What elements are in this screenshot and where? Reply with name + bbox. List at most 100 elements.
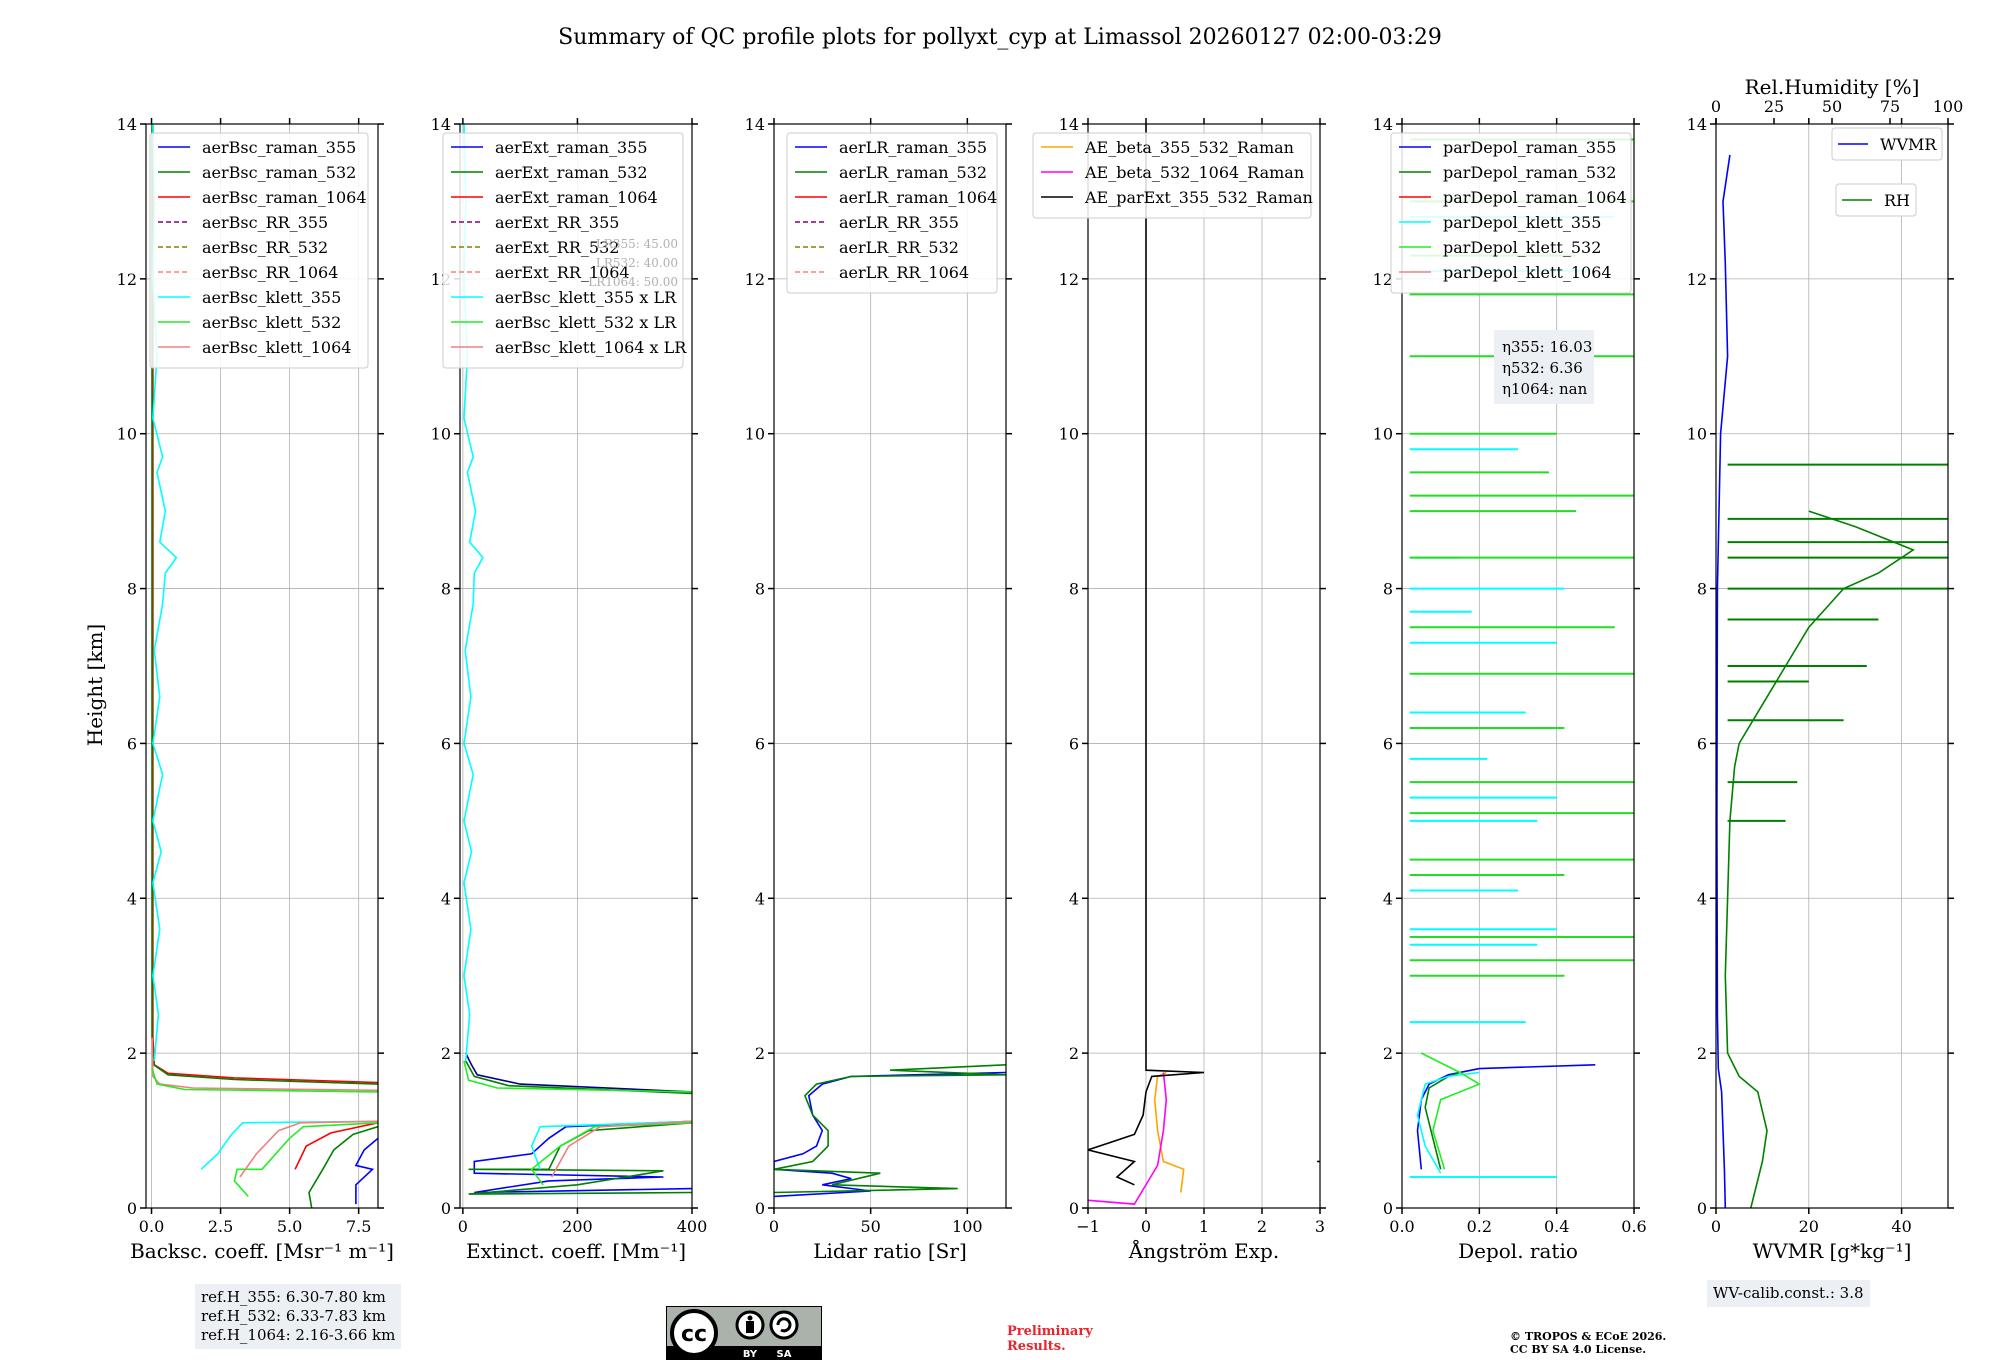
x-tick-label: 100 <box>952 1217 983 1236</box>
eta-label: η355: 16.03 <box>1502 338 1592 356</box>
series-aerBsc_klett_355_noise <box>463 124 484 1061</box>
axes-frame <box>1401 123 1635 1209</box>
copyright-line-2: CC BY SA 4.0 License. <box>1510 1343 1647 1356</box>
data-layer <box>463 124 692 1195</box>
wv-calibration-constant: WV-calib.const.: 3.8 <box>1713 1284 1864 1302</box>
y-tick-label: 0 <box>755 1199 765 1218</box>
y-tick-label: 6 <box>127 734 137 753</box>
y-tick-label: 0 <box>1383 1199 1393 1218</box>
x-tick-label: 40 <box>1891 1217 1911 1236</box>
legend-label: parDepol_raman_1064 <box>1443 188 1627 207</box>
series-aerBsc_klett_355_noise <box>152 124 178 1061</box>
eta-label: η1064: nan <box>1502 380 1588 398</box>
series-AE_parExt_355_532_Raman <box>1088 124 1205 1186</box>
legend-label: aerLR_raman_532 <box>839 163 987 182</box>
y-tick-label: 6 <box>1069 734 1079 753</box>
y-tick-label: 14 <box>117 115 137 134</box>
data-layer <box>774 1064 1006 1198</box>
y-tick-label: 2 <box>1069 1044 1079 1063</box>
y-tick-label: 12 <box>1687 270 1707 289</box>
legend-box <box>1835 183 1917 217</box>
legend-label: aerExt_raman_532 <box>495 163 648 182</box>
y-tick-label: 10 <box>745 425 765 444</box>
series-parDepol_raman_355 <box>1416 1064 1596 1170</box>
series-AE_beta_532_1064_Raman <box>1088 1072 1168 1205</box>
ref-height-355: ref.H_355: 6.30-7.80 km <box>201 1288 386 1306</box>
x-axis-label: Lidar ratio [Sr] <box>813 1239 967 1263</box>
panel-depol: 0 2 4 6 8 10 12 14 0.0 0.2 0.4 0.6 Depol. ratio parDe… <box>1373 115 1647 1263</box>
y-tick-label: 2 <box>1383 1044 1393 1063</box>
legend-label: aerBsc_RR_1064 <box>202 263 338 282</box>
legend-label: AE_beta_355_532_Raman <box>1084 138 1294 157</box>
ref-height-1064: ref.H_1064: 2.16-3.66 km <box>201 1326 396 1344</box>
legend-label: aerBsc_klett_1064 <box>202 338 351 357</box>
x-tick-label: 5.0 <box>277 1217 302 1236</box>
copyright-note: © TROPOS & ECoE 2026. CC BY SA 4.0 Licen… <box>1510 1330 1666 1356</box>
x-tick-label: 7.5 <box>346 1217 371 1236</box>
x-tick-label: 400 <box>677 1217 708 1236</box>
y-tick-label: 2 <box>1697 1044 1707 1063</box>
x-tick-label: 2.5 <box>208 1217 233 1236</box>
lidar-ratio-label: LR532: 40.00 <box>596 256 678 270</box>
top-x-tick-label: 50 <box>1822 97 1842 116</box>
preliminary-line-2: Results. <box>1007 1339 1066 1354</box>
data-layer <box>1716 154 1948 1208</box>
legend-label: aerBsc_raman_532 <box>202 163 356 182</box>
top-x-tick-label: 25 <box>1764 97 1784 116</box>
legend-label: parDepol_klett_1064 <box>1443 263 1612 282</box>
x-tick-label: 50 <box>860 1217 880 1236</box>
legend-label: aerExt_RR_1064 <box>495 263 630 282</box>
x-tick-label: 1 <box>1199 1217 1209 1236</box>
legend-label: aerBsc_klett_355 x LR <box>495 288 677 307</box>
preliminary-note: Preliminary Results. <box>1007 1324 1093 1354</box>
y-tick-label: 6 <box>755 734 765 753</box>
series-aerLR_raman_532 <box>774 1064 1006 1194</box>
y-tick-label: 2 <box>755 1044 765 1063</box>
legend-box <box>149 132 369 369</box>
x-tick-label: 0 <box>769 1217 779 1236</box>
license-sa-label: SA <box>777 1349 792 1360</box>
y-tick-label: 8 <box>755 580 765 599</box>
y-tick-label: 6 <box>1383 734 1393 753</box>
x-axis-label: WVMR [g*kg⁻¹] <box>1753 1239 1912 1263</box>
x-tick-label: 0.2 <box>1467 1217 1492 1236</box>
y-tick-label: 8 <box>441 580 451 599</box>
y-tick-label: 14 <box>745 115 765 134</box>
y-tick-label: 4 <box>755 889 765 908</box>
series-aerBsc_klett_532_top <box>151 1068 378 1093</box>
y-tick-label: 10 <box>1687 425 1707 444</box>
y-tick-label: 6 <box>441 734 451 753</box>
legend-label: aerBsc_klett_355 <box>202 288 341 307</box>
legend-label: aerExt_raman_1064 <box>495 188 658 207</box>
series-aerBsc_raman_532_top <box>151 124 378 1085</box>
legend-label: aerBsc_RR_355 <box>202 213 328 232</box>
series-aerBsc_raman_1064 <box>294 1122 378 1170</box>
legend-label: parDepol_raman_532 <box>1443 163 1616 182</box>
y-tick-label: 12 <box>1059 270 1079 289</box>
y-tick-label: 8 <box>127 580 137 599</box>
y-tick-label: 14 <box>1373 115 1393 134</box>
series-aerExt_raman_355 <box>473 1120 692 1194</box>
legend-label: RH <box>1884 191 1910 210</box>
y-tick-label: 0 <box>441 1199 451 1218</box>
legend-label: aerLR_RR_355 <box>839 213 959 232</box>
series-parDepol_klett_355 <box>1416 1071 1480 1174</box>
series-aerExt_raman_top <box>464 1052 692 1093</box>
series-aerBsc_klett_532 <box>233 1122 378 1197</box>
x-tick-label: 3 <box>1315 1217 1325 1236</box>
legend-label: aerLR_raman_1064 <box>839 188 997 207</box>
series-aerBsc_raman_355 <box>354 1137 378 1205</box>
panel-bsc: 0 2 4 6 8 10 12 14 0.0 2.5 5.0 7.5 Backsc. coeff. [M… <box>117 115 394 1263</box>
eta-label: η532: 6.36 <box>1502 359 1583 377</box>
legend-label: aerBsc_raman_355 <box>202 138 356 157</box>
legend-label: parDepol_raman_355 <box>1443 138 1616 157</box>
series-aerBsc_raman_532 <box>308 1125 378 1208</box>
ref-height-532: ref.H_532: 6.33-7.83 km <box>201 1307 386 1325</box>
preliminary-line-1: Preliminary <box>1007 1324 1093 1339</box>
x-tick-label: 0.0 <box>139 1217 164 1236</box>
y-tick-label: 2 <box>127 1044 137 1063</box>
